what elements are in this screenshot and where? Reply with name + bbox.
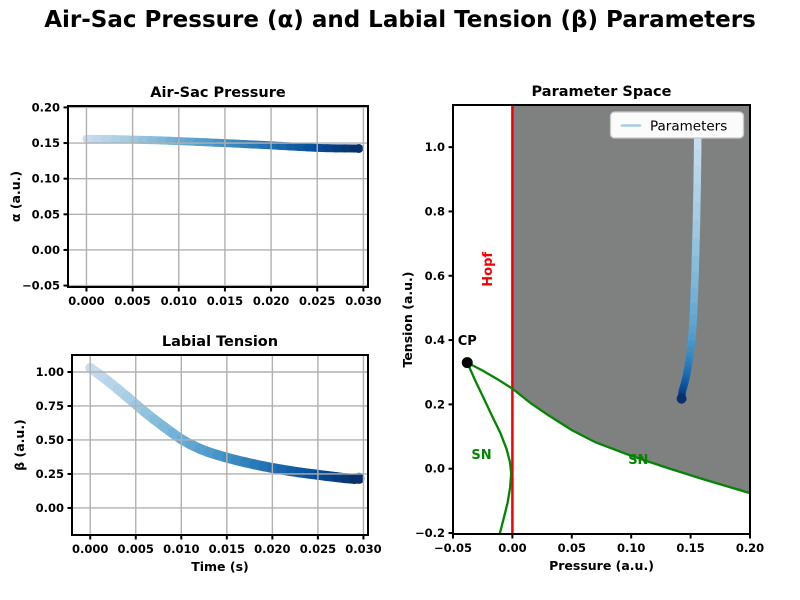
y-tick-label: 0.15 bbox=[32, 136, 60, 150]
x-tick-label: 0.020 bbox=[254, 542, 290, 556]
annotation-sn: SN bbox=[471, 448, 491, 463]
y-tick-label: 0.25 bbox=[36, 467, 64, 481]
x-tick-label: 0.030 bbox=[345, 542, 381, 556]
y-axis-label: α (a.u.) bbox=[8, 171, 23, 222]
subplot-air-sac-pressure: 0.000 0.005 0.010 0.015 0.020 0.025 0.030 −0.05… bbox=[8, 85, 382, 308]
y-tick-label: −0.2 bbox=[415, 526, 445, 540]
x-tick-label: 0.025 bbox=[300, 542, 336, 556]
y-tick-label: −0.05 bbox=[22, 279, 60, 293]
x-tick-label: 0.010 bbox=[161, 294, 197, 308]
x-tick-label: −0.05 bbox=[434, 541, 472, 555]
x-tick-label: 0.10 bbox=[617, 541, 645, 555]
annotation-sn: SN bbox=[628, 453, 648, 468]
y-tick-label: 0.00 bbox=[36, 501, 64, 515]
x-tick-label: 0.010 bbox=[163, 542, 199, 556]
x-tick-label: 0.05 bbox=[558, 541, 586, 555]
subplot-title: Air-Sac Pressure bbox=[150, 85, 286, 101]
x-tick-label: 0.15 bbox=[676, 541, 704, 555]
sn-curve-right bbox=[466, 361, 752, 495]
y-tick-label: 0.50 bbox=[36, 433, 64, 447]
annotation-cp: CP bbox=[458, 334, 477, 349]
y-axis: −0.05 0.00 0.05 0.10 0.15 0.20 bbox=[22, 100, 68, 293]
x-tick-label: 0.025 bbox=[299, 294, 335, 308]
y-tick-label: 0.0 bbox=[425, 462, 445, 476]
cusp-point bbox=[461, 357, 473, 369]
x-tick-label: 0.005 bbox=[114, 294, 150, 308]
x-tick-label: 0.015 bbox=[207, 294, 243, 308]
x-tick-label: 0.015 bbox=[209, 542, 245, 556]
oscillatory-region bbox=[512, 105, 750, 494]
subplot-parameter-space: CP Hopf SN SN −0.05 0.00 0.05 0.10 0.15 0.20 −0.2 0… bbox=[400, 84, 764, 573]
y-axis: −0.2 0.0 0.2 0.4 0.6 0.8 1.0 bbox=[415, 140, 453, 540]
y-axis-label: Tension (a.u.) bbox=[400, 271, 415, 367]
subplot-title: Parameter Space bbox=[532, 84, 672, 100]
sn-curve-left bbox=[466, 361, 513, 535]
y-tick-label: 0.20 bbox=[32, 100, 60, 114]
legend: Parameters bbox=[609, 111, 745, 139]
y-axis: 0.00 0.25 0.50 0.75 1.00 bbox=[36, 365, 72, 515]
trajectory-end-dot bbox=[353, 472, 365, 484]
legend-label: Parameters bbox=[650, 119, 727, 135]
y-tick-label: 1.0 bbox=[425, 140, 445, 154]
x-tick-label: 0.005 bbox=[118, 542, 154, 556]
x-tick-label: 0.020 bbox=[253, 294, 289, 308]
y-tick-label: 0.10 bbox=[32, 172, 60, 186]
axes-frame bbox=[71, 354, 369, 536]
x-axis: 0.000 0.005 0.010 0.015 0.020 0.025 0.030 bbox=[72, 535, 382, 556]
x-axis: −0.05 0.00 0.05 0.10 0.15 0.20 bbox=[434, 534, 764, 555]
y-tick-label: 0.75 bbox=[36, 399, 64, 413]
x-tick-label: 0.00 bbox=[498, 541, 526, 555]
y-tick-label: 0.2 bbox=[425, 397, 445, 411]
subplot-title: Labial Tension bbox=[162, 334, 278, 350]
y-tick-label: 0.4 bbox=[425, 333, 445, 347]
y-axis-label: β (a.u.) bbox=[12, 419, 27, 471]
grid bbox=[68, 106, 368, 287]
x-axis-label: Pressure (a.u.) bbox=[549, 558, 654, 573]
y-tick-label: 1.00 bbox=[36, 365, 64, 379]
y-tick-label: 0.8 bbox=[425, 204, 445, 218]
y-tick-label: 0.6 bbox=[425, 269, 445, 283]
x-tick-label: 0.000 bbox=[68, 294, 104, 308]
legend-box bbox=[609, 111, 745, 139]
axes-frame bbox=[67, 105, 369, 288]
x-axis: 0.000 0.005 0.010 0.015 0.020 0.025 0.030 bbox=[68, 287, 382, 308]
y-tick-label: 0.00 bbox=[32, 243, 60, 257]
grid bbox=[72, 355, 368, 535]
axes-frame bbox=[452, 104, 751, 535]
annotation-hopf: Hopf bbox=[481, 252, 496, 287]
x-axis-label: Time (s) bbox=[191, 559, 249, 574]
x-tick-label: 0.20 bbox=[736, 541, 764, 555]
subplot-labial-tension: 0.000 0.005 0.010 0.015 0.020 0.025 0.0300.000… bbox=[12, 334, 382, 574]
x-tick-label: 0.000 bbox=[72, 542, 108, 556]
trajectory-end-dot bbox=[676, 393, 687, 404]
y-tick-label: 0.05 bbox=[32, 207, 60, 221]
trajectory-end-dot bbox=[354, 143, 364, 153]
figure-title: Air-Sac Pressure (α) and Labial Tension … bbox=[44, 7, 756, 33]
x-tick-label: 0.030 bbox=[345, 294, 381, 308]
